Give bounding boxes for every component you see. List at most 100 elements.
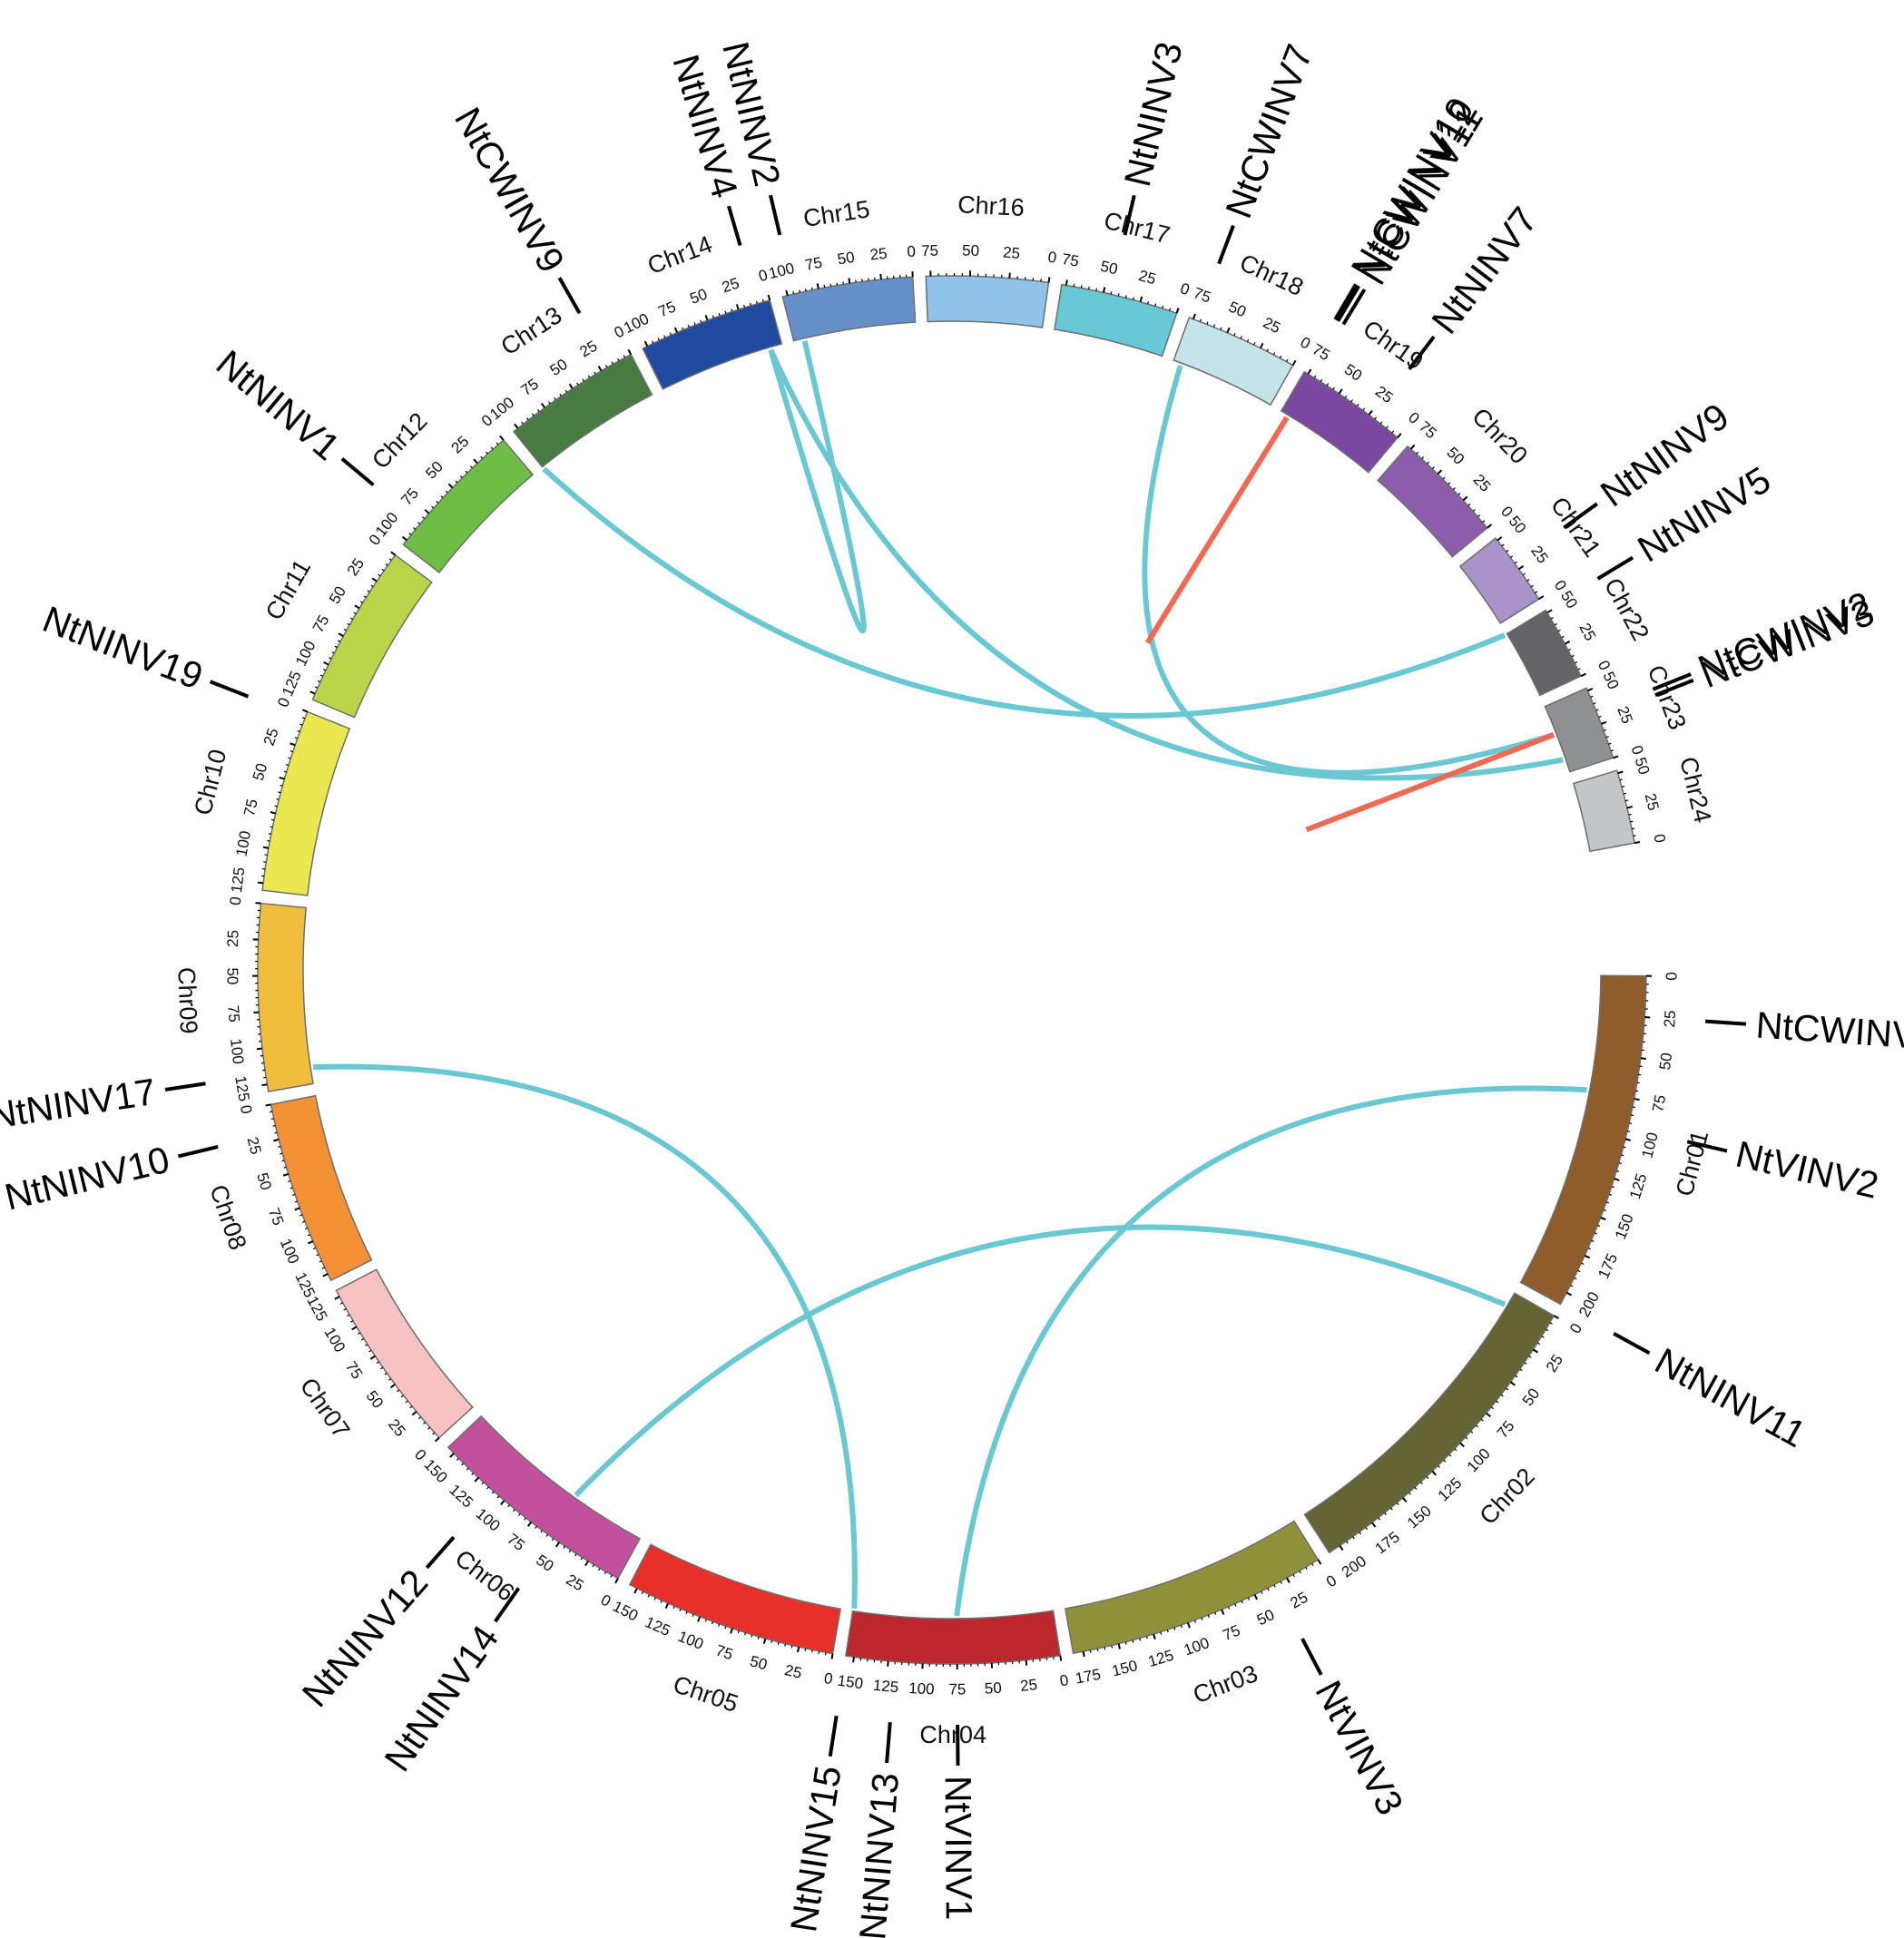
major-tick	[1626, 806, 1633, 809]
gene-leader-line	[1652, 672, 1692, 691]
chromosome-label: Chr04	[919, 1721, 986, 1748]
tick-label: 25	[385, 1415, 409, 1440]
major-tick	[1397, 433, 1402, 438]
minor-tick	[1246, 338, 1250, 342]
chromosome-segment	[1458, 537, 1540, 624]
major-tick	[697, 1616, 702, 1622]
minor-tick	[299, 723, 303, 726]
tick-label: 75	[309, 612, 333, 636]
major-tick	[1186, 1622, 1191, 1629]
minor-tick	[1608, 742, 1612, 745]
minor-tick	[359, 601, 364, 603]
minor-tick	[1528, 1356, 1532, 1358]
tick-label: 100	[908, 1679, 935, 1698]
minor-tick	[718, 313, 721, 317]
major-tick	[338, 632, 344, 637]
major-tick	[1253, 1594, 1258, 1600]
gene-leader-line	[769, 194, 782, 236]
minor-tick	[491, 1491, 495, 1494]
gene-marker-ntninv11: NtNINV11	[1613, 1331, 1812, 1456]
chromosome-label: Chr21	[1546, 492, 1606, 562]
minor-tick	[564, 389, 568, 393]
minor-tick	[1214, 1611, 1217, 1616]
minor-tick	[548, 401, 551, 405]
segmental-duplication-link	[574, 1224, 1507, 1498]
minor-tick	[1332, 387, 1335, 390]
minor-tick	[347, 1314, 350, 1317]
tick-label: 25	[1642, 791, 1663, 812]
minor-tick	[353, 612, 357, 615]
gene-marker-ntvinv1: NtVINV1	[937, 1724, 980, 1921]
minor-tick	[413, 527, 417, 530]
major-tick	[1546, 609, 1553, 614]
minor-tick	[1467, 503, 1471, 506]
minor-tick	[610, 1574, 613, 1578]
minor-tick	[823, 284, 826, 289]
tick-label: 0	[598, 1591, 613, 1610]
minor-tick	[1299, 1571, 1301, 1574]
minor-tick	[531, 413, 535, 416]
tick-label: 75	[713, 1641, 735, 1663]
minor-tick	[1554, 622, 1557, 626]
tick-label: 25	[1543, 1352, 1566, 1375]
minor-tick	[465, 470, 468, 474]
minor-tick	[1574, 661, 1578, 664]
minor-tick	[693, 322, 696, 326]
major-tick	[1553, 1315, 1559, 1319]
minor-tick	[385, 563, 388, 566]
tick-label: 25	[783, 1661, 804, 1682]
minor-tick	[1087, 286, 1090, 290]
major-tick	[1462, 495, 1468, 502]
minor-tick	[563, 1545, 566, 1549]
major-tick	[309, 690, 316, 695]
major-tick	[1600, 1217, 1606, 1221]
minor-tick	[319, 674, 324, 677]
major-tick	[1601, 720, 1607, 725]
gene-label: NtNINV13	[851, 1771, 907, 1938]
minor-tick	[1199, 318, 1202, 322]
gene-label: NtCWINV10	[1343, 91, 1482, 287]
minor-tick	[1470, 1431, 1474, 1434]
gene-label: NtVINV2	[1732, 1133, 1882, 1207]
tick-label: 75	[1310, 340, 1333, 364]
major-tick	[1634, 1098, 1640, 1101]
minor-tick	[526, 417, 529, 421]
major-tick	[1487, 524, 1493, 529]
gene-label: NtNINV15	[782, 1763, 849, 1934]
minor-tick	[712, 315, 714, 318]
minor-tick	[1571, 654, 1575, 658]
minor-tick	[1132, 1639, 1134, 1643]
minor-tick	[1124, 1641, 1127, 1645]
major-tick	[282, 1172, 290, 1177]
chromosome-label: Chr05	[670, 1670, 741, 1718]
minor-tick	[1546, 1328, 1549, 1332]
minor-tick	[270, 818, 275, 821]
tick-label: 50	[1341, 360, 1365, 384]
minor-tick	[1454, 1448, 1457, 1452]
minor-tick	[1396, 1502, 1399, 1506]
minor-tick	[1326, 383, 1330, 387]
chromosome-chr18: 0 25 50 75 Chr18	[1173, 249, 1313, 406]
major-tick	[643, 340, 649, 347]
minor-tick	[417, 522, 421, 524]
gene-marker-ntvinv3: NtVINV3	[1300, 1638, 1411, 1822]
chromosome-ring: 0255075100125150175200Chr010255075100125…	[172, 191, 1716, 1748]
minor-tick	[1419, 1481, 1423, 1485]
gene-leader-line	[425, 1535, 456, 1570]
tick-label: 25	[1261, 314, 1283, 337]
gene-leader-line	[494, 1587, 521, 1623]
tick-label: 125	[228, 866, 248, 895]
major-tick	[1634, 841, 1641, 845]
minor-tick	[1378, 1517, 1381, 1521]
minor-tick	[1261, 1591, 1263, 1594]
major-tick	[1291, 359, 1297, 367]
tick-label: 200	[1575, 1289, 1603, 1320]
tick-label: 0	[1178, 279, 1192, 299]
minor-tick	[1500, 1394, 1504, 1397]
minor-tick	[339, 1302, 343, 1305]
chromosome-label: Chr11	[260, 554, 317, 624]
minor-tick	[1619, 778, 1623, 781]
chromosome-label: Chr06	[450, 1544, 520, 1607]
major-tick	[1221, 1609, 1225, 1615]
gene-label: NtNINV11	[1648, 1340, 1812, 1456]
